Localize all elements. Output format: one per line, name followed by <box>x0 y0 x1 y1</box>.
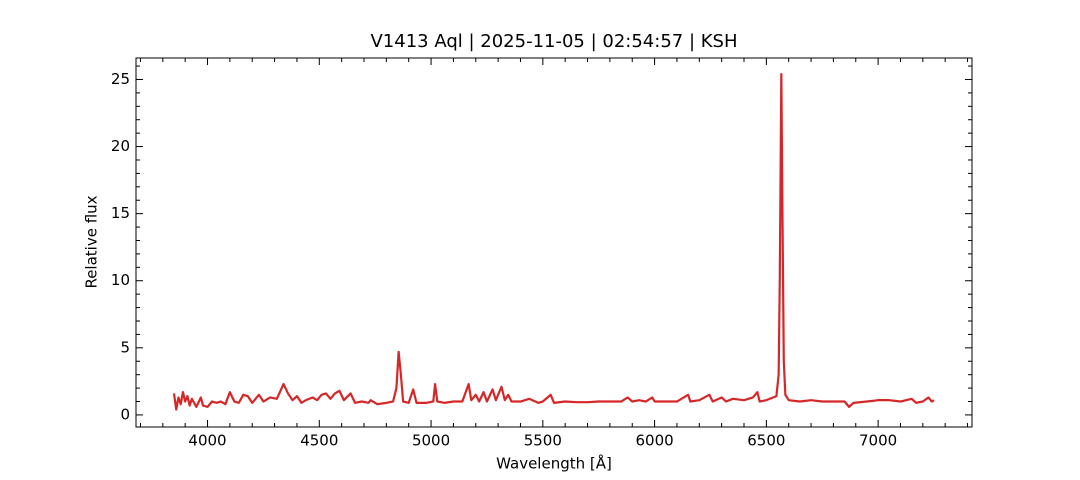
x-tick-label: 6000 <box>635 432 673 450</box>
x-tick-label: 6500 <box>747 432 785 450</box>
y-tick-label: 0 <box>120 405 130 423</box>
plot-frame <box>135 57 973 428</box>
x-tick-label: 7000 <box>859 432 897 450</box>
y-axis-label: Relative flux <box>83 195 101 288</box>
y-tick-label: 10 <box>111 271 130 289</box>
y-tick-label: 25 <box>111 70 130 88</box>
spectrum-line <box>172 73 935 411</box>
y-tick-label: 5 <box>120 338 130 356</box>
y-tick-label: 15 <box>111 204 130 222</box>
x-tick-label: 5000 <box>412 432 450 450</box>
chart-title: V1413 Aql | 2025-11-05 | 02:54:57 | KSH <box>370 31 737 52</box>
x-axis-label: Wavelength [Å] <box>496 454 612 473</box>
y-tick-label: 20 <box>111 137 130 155</box>
x-tick-label: 5500 <box>524 432 562 450</box>
x-tick-label: 4500 <box>300 432 338 450</box>
x-tick-label: 4000 <box>188 432 226 450</box>
